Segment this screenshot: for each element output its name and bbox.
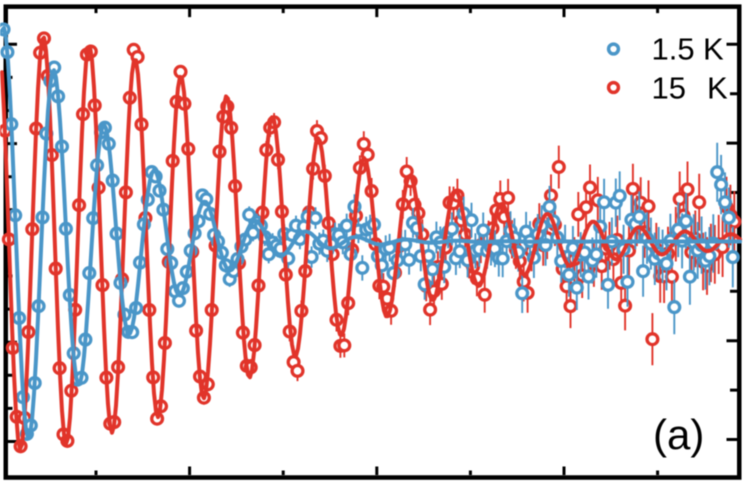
svg-text:1.5: 1.5 [652, 32, 695, 67]
svg-text:(a): (a) [653, 411, 704, 458]
svg-text:15: 15 [652, 71, 686, 106]
svg-text:K: K [703, 32, 724, 67]
svg-text:K: K [707, 71, 728, 106]
